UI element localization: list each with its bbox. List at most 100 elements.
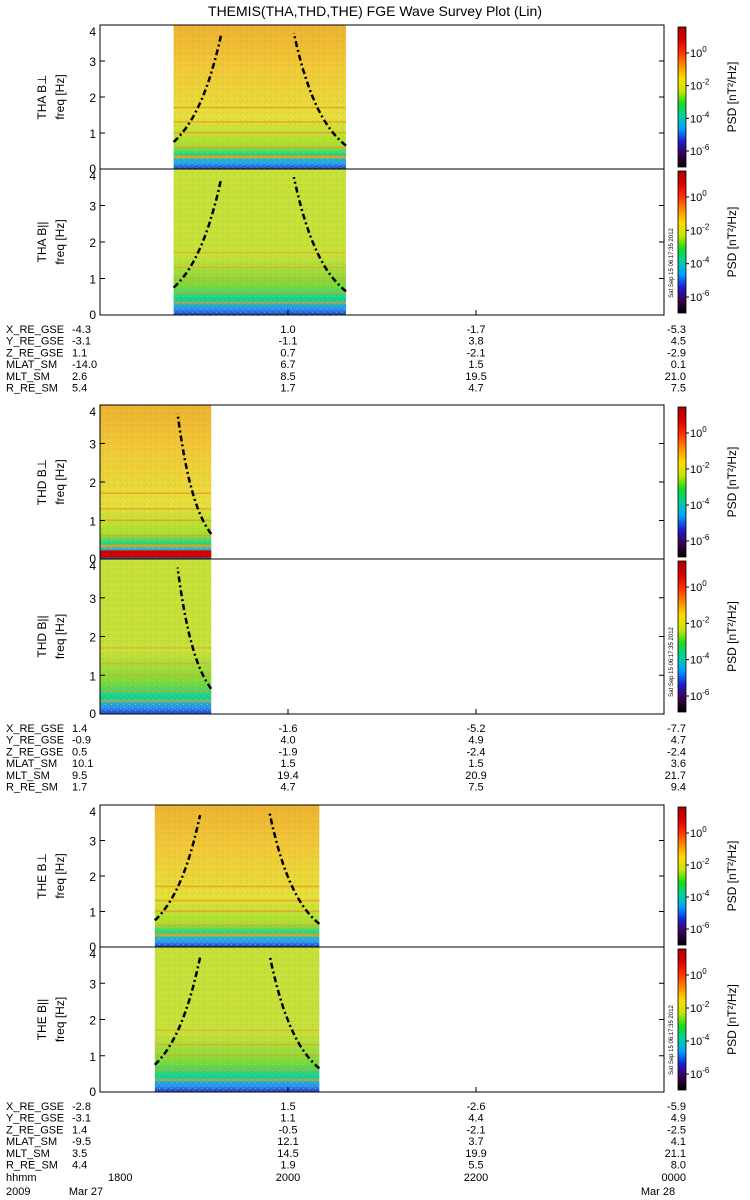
freq-tick-label: 4 — [89, 805, 96, 819]
colorbar-tick-label: 10-2 — [690, 615, 710, 630]
colorbar-tick-label: 100 — [690, 189, 707, 204]
ephemeris-table: X_RE_GSE -4.3 1.0 -1.7 -5.3 Y_RE_GSE -3.1 -1.1 3… — [6, 324, 686, 395]
ephemeris-value: 0.7 — [280, 347, 295, 359]
spectral-band — [154, 1078, 320, 1082]
colorbar-tick-label: 10-6 — [690, 921, 710, 936]
plot-timestamp: Sat Sep 15 06:17:35 2012 — [669, 227, 675, 297]
ephemeris-value: 1.0 — [280, 324, 295, 336]
spectrogram-panel: 0 1 2 3 4 freq [Hz] THA B⊥ 100 10-2 10-4 10-6 PSD [… — [35, 24, 739, 176]
ephemeris-value: -2.1 — [467, 1124, 486, 1136]
colorbar-tick-label: 10-4 — [690, 110, 710, 125]
colorbar-label: PSD [nT²/Hz] — [725, 984, 739, 1055]
freq-tick-label: 4 — [89, 405, 96, 419]
freq-tick-label: 4 — [89, 25, 96, 39]
colorbar-label: PSD [nT²/Hz] — [725, 841, 739, 912]
ephemeris-value: 1.9 — [280, 1160, 295, 1172]
time-axis-row-label: hhmm — [6, 1172, 37, 1184]
ephemeris-value: -3.1 — [72, 336, 91, 348]
spectral-band — [154, 899, 320, 902]
ephemeris-value: -1.7 — [467, 324, 486, 336]
ephemeris-row-label: X_RE_GSE — [6, 1101, 64, 1113]
freq-tick-label: 2 — [89, 631, 96, 645]
colorbar-label: PSD [nT²/Hz] — [725, 447, 739, 518]
ephemeris-value: 5.5 — [468, 1160, 483, 1172]
freq-tick-label: 0 — [89, 1085, 96, 1099]
colorbar-tick-label: 100 — [690, 579, 707, 594]
ephemeris-value: 6.7 — [280, 359, 295, 371]
ephemeris-value: 3.8 — [468, 336, 483, 348]
spectral-band — [154, 1043, 320, 1046]
ephemeris-value: -1.6 — [279, 723, 298, 735]
spectral-band — [173, 277, 346, 279]
ephemeris-value: 1.7 — [72, 782, 87, 794]
colorbar: 100 10-2 10-4 10-6 PSD [nT²/Hz] — [677, 806, 739, 946]
spectral-band — [173, 121, 346, 123]
spectral-band — [154, 924, 320, 927]
ephemeris-row-label: Y_RE_GSE — [6, 1113, 64, 1125]
colorbar-scale — [677, 26, 687, 168]
ephemeris-value: 5.4 — [72, 383, 87, 395]
ephemeris-value: 19.4 — [277, 770, 298, 782]
ephemeris-value: -2.9 — [667, 347, 686, 359]
ephemeris-value: 21.7 — [665, 770, 686, 782]
ephemeris-value: 3.7 — [468, 1136, 483, 1148]
ephemeris-value: 1.5 — [280, 1101, 295, 1113]
colorbar-label: PSD [nT²/Hz] — [725, 601, 739, 672]
colorbar-tick-label: 10-4 — [690, 889, 710, 904]
ephemeris-value: 0.1 — [671, 359, 686, 371]
spectrogram-noise — [173, 25, 346, 169]
ephemeris-value: 4.5 — [671, 336, 686, 348]
ephemeris-value: 1.1 — [280, 1113, 295, 1125]
spectral-band — [154, 885, 320, 888]
freq-tick-label: 2 — [89, 91, 96, 105]
colorbar-tick-label: 100 — [690, 45, 707, 60]
ephemeris-value: -7.7 — [667, 723, 686, 735]
freq-tick-label: 0 — [89, 552, 96, 566]
ephemeris-value: -9.5 — [72, 1136, 91, 1148]
ephemeris-row-label: MLAT_SM — [6, 758, 57, 770]
colorbar-tick-label: 10-2 — [690, 857, 710, 872]
spectral-band — [173, 146, 346, 148]
spectral-band — [173, 106, 346, 109]
panel-label: THD B|| — [35, 615, 49, 657]
freq-tick-label: 0 — [89, 308, 96, 322]
spectrogram-noise — [154, 947, 320, 1092]
gyrofrequency-curve — [292, 176, 347, 293]
ephemeris-row-label: X_RE_GSE — [6, 324, 64, 336]
spectrogram-noise — [100, 405, 212, 559]
ephemeris-value: -2.5 — [667, 1124, 686, 1136]
spectral-band — [154, 910, 320, 912]
freq-axis-label: freq [Hz] — [53, 459, 67, 504]
freq-tick-label: 2 — [89, 870, 96, 884]
ephemeris-value: 2.6 — [72, 371, 87, 383]
time-tick-label: 2200 — [464, 1172, 488, 1184]
ephemeris-row-label: Y_RE_GSE — [6, 735, 64, 747]
ephemeris-row-label: MLAT_SM — [6, 1136, 57, 1148]
ephemeris-value: -3.1 — [72, 1113, 91, 1125]
ephemeris-row-label: R_RE_SM — [6, 1160, 58, 1172]
ephemeris-value: -2.6 — [467, 1101, 486, 1113]
freq-tick-label: 0 — [89, 940, 96, 954]
ephemeris-value: 19.5 — [465, 371, 486, 383]
ephemeris-value: 1.5 — [280, 758, 295, 770]
ephemeris-value: 19.9 — [465, 1148, 486, 1160]
ephemeris-value: 8.0 — [671, 1160, 686, 1172]
ephemeris-row-label: MLT_SM — [6, 1148, 50, 1160]
ephemeris-value: 3.5 — [72, 1148, 87, 1160]
ephemeris-value: 21.1 — [665, 1148, 686, 1160]
ephemeris-value: -1.9 — [279, 746, 298, 758]
gyrofrequency-curve — [268, 812, 321, 925]
spectral-band — [100, 507, 212, 510]
colorbar: 100 10-2 10-4 10-6 PSD [nT²/Hz] Sat Sep 15 06… — [669, 560, 739, 713]
freq-tick-label: 3 — [89, 977, 96, 991]
ephemeris-value: -5.3 — [667, 324, 686, 336]
ephemeris-value: -2.1 — [467, 347, 486, 359]
freq-tick-label: 0 — [89, 707, 96, 721]
spectral-band — [100, 674, 212, 676]
gyrofrequency-curve — [153, 957, 202, 1066]
colorbar-tick-label: 10-2 — [690, 222, 710, 237]
ephemeris-value: -4.3 — [72, 324, 91, 336]
ephemeris-row-label: Z_RE_GSE — [6, 1124, 63, 1136]
colorbar-label: PSD [nT²/Hz] — [725, 207, 739, 278]
